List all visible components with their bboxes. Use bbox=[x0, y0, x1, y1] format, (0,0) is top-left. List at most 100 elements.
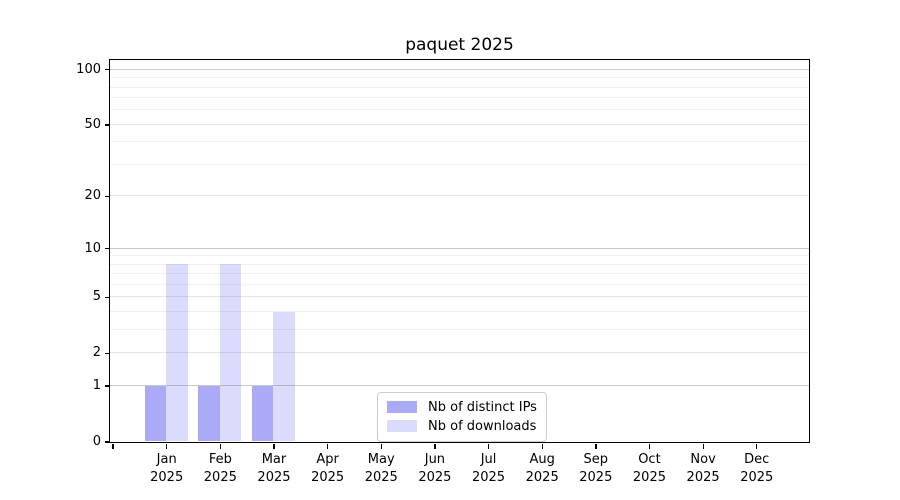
x-tick-label-apr: Apr 2025 bbox=[296, 451, 360, 487]
gridline-decade bbox=[110, 385, 809, 387]
x-tick-label-year: 2025 bbox=[579, 470, 613, 485]
x-tick-label-year: 2025 bbox=[150, 470, 184, 485]
gridline-minor bbox=[110, 311, 809, 313]
x-tick bbox=[487, 443, 490, 449]
y-tick bbox=[104, 441, 110, 443]
gridline-major bbox=[110, 296, 809, 298]
gridline-minor bbox=[110, 273, 809, 275]
gridline-minor bbox=[110, 255, 809, 257]
x-tick-label-month: Dec bbox=[744, 452, 770, 467]
x-tick bbox=[648, 443, 651, 449]
bar-nb-of-downloads-mar bbox=[273, 311, 295, 442]
x-tick-label-month: Oct bbox=[638, 452, 661, 467]
gridline-minor bbox=[110, 141, 809, 143]
x-tick-label-month: Feb bbox=[208, 452, 232, 467]
legend-swatch-nb-of-downloads bbox=[387, 420, 417, 432]
x-tick-label-year: 2025 bbox=[740, 470, 774, 485]
x-tick bbox=[380, 443, 382, 449]
gridline-minor bbox=[110, 97, 809, 99]
y-tick-label: 1 bbox=[92, 378, 101, 394]
y-tick-label: 2 bbox=[92, 345, 101, 361]
x-tick-label-oct: Oct 2025 bbox=[617, 451, 681, 487]
x-tick-label-year: 2025 bbox=[257, 470, 291, 485]
x-tick bbox=[166, 443, 168, 449]
x-tick bbox=[702, 443, 704, 449]
x-tick-label-dec: Dec 2025 bbox=[725, 451, 789, 487]
legend: Nb of distinct IPs Nb of downloads bbox=[377, 391, 547, 442]
x-tick bbox=[541, 443, 543, 449]
y-tick bbox=[104, 247, 110, 250]
legend-item-nb-of-distinct-ips: Nb of distinct IPs bbox=[387, 399, 537, 416]
x-tick bbox=[434, 443, 436, 449]
y-tick-label: 20 bbox=[84, 188, 101, 204]
bar-nb-of-downloads-feb bbox=[219, 264, 242, 442]
gridline-minor bbox=[110, 86, 809, 88]
x-tick bbox=[219, 443, 222, 449]
y-tick bbox=[104, 385, 110, 387]
x-tick-label-jan: Jan 2025 bbox=[135, 451, 199, 487]
bar-nb-of-distinct-ips-jan bbox=[144, 385, 167, 442]
x-tick bbox=[595, 443, 597, 449]
gridline-minor bbox=[110, 109, 809, 111]
gridline-minor bbox=[110, 284, 809, 286]
y-tick-label: 10 bbox=[84, 240, 101, 256]
x-tick-label-feb: Feb 2025 bbox=[188, 451, 252, 487]
x-tick bbox=[273, 443, 275, 449]
x-tick-label-sep: Sep 2025 bbox=[564, 451, 628, 487]
y-tick-label: 5 bbox=[92, 289, 101, 305]
x-tick-label-year: 2025 bbox=[632, 470, 666, 485]
gridline-minor bbox=[110, 263, 809, 265]
plot-area: Nb of distinct IPs Nb of downloads bbox=[109, 58, 810, 443]
x-tick-label-month: May bbox=[367, 452, 395, 467]
x-tick-label-month: Sep bbox=[583, 452, 609, 467]
legend-label: Nb of downloads bbox=[428, 418, 537, 434]
x-tick-label-month: Aug bbox=[529, 452, 555, 467]
gridline-minor bbox=[110, 77, 809, 79]
x-tick-label-jun: Jun 2025 bbox=[403, 451, 467, 487]
x-tick-label-may: May 2025 bbox=[349, 451, 413, 487]
x-tick-label-year: 2025 bbox=[203, 470, 237, 485]
x-tick bbox=[327, 443, 329, 449]
x-tick-label-month: Mar bbox=[261, 452, 287, 467]
bar-nb-of-distinct-ips-mar bbox=[251, 385, 274, 442]
x-tick-label-nov: Nov 2025 bbox=[671, 451, 735, 487]
y-tick bbox=[104, 124, 110, 126]
y-tick bbox=[104, 69, 110, 71]
x-tick-label-year: 2025 bbox=[686, 470, 720, 485]
x-tick-label-aug: Aug 2025 bbox=[510, 451, 574, 487]
legend-label: Nb of distinct IPs bbox=[428, 399, 537, 415]
y-tick bbox=[104, 352, 110, 355]
gridline-major bbox=[110, 352, 809, 354]
x-tick bbox=[756, 443, 758, 449]
legend-swatch-nb-of-distinct-ips bbox=[387, 401, 417, 413]
x-tick-label-month: Nov bbox=[690, 452, 716, 467]
gridline-major bbox=[110, 123, 809, 125]
x-tick-label-year: 2025 bbox=[311, 470, 345, 485]
x-tick bbox=[112, 443, 114, 449]
bar-nb-of-distinct-ips-feb bbox=[198, 385, 220, 442]
bar-nb-of-downloads-jan bbox=[166, 264, 188, 442]
gridline-major bbox=[110, 195, 809, 197]
y-tick-label: 0 bbox=[92, 434, 101, 449]
x-tick-label-year: 2025 bbox=[525, 470, 559, 485]
x-tick-label-month: Jul bbox=[480, 452, 497, 467]
gridline-decade bbox=[110, 247, 809, 249]
gridline-minor bbox=[110, 329, 809, 331]
x-tick-label-month: Apr bbox=[316, 452, 339, 467]
y-tick-label: 100 bbox=[76, 61, 101, 77]
y-tick-label: 50 bbox=[84, 116, 101, 132]
gridline-minor bbox=[110, 164, 809, 166]
chart-title: paquet 2025 bbox=[405, 35, 514, 55]
legend-item-nb-of-downloads: Nb of downloads bbox=[387, 418, 537, 435]
y-tick bbox=[104, 195, 110, 198]
x-tick-label-jul: Jul 2025 bbox=[457, 451, 521, 487]
gridline-decade bbox=[110, 68, 809, 70]
x-tick-label-mar: Mar 2025 bbox=[242, 451, 306, 487]
x-tick-label-year: 2025 bbox=[471, 470, 506, 485]
y-tick bbox=[104, 296, 110, 299]
x-tick-label-month: Jun bbox=[424, 452, 446, 467]
x-tick-label-month: Jan bbox=[156, 452, 177, 467]
x-tick-label-year: 2025 bbox=[418, 470, 452, 485]
x-tick-label-year: 2025 bbox=[364, 470, 398, 485]
